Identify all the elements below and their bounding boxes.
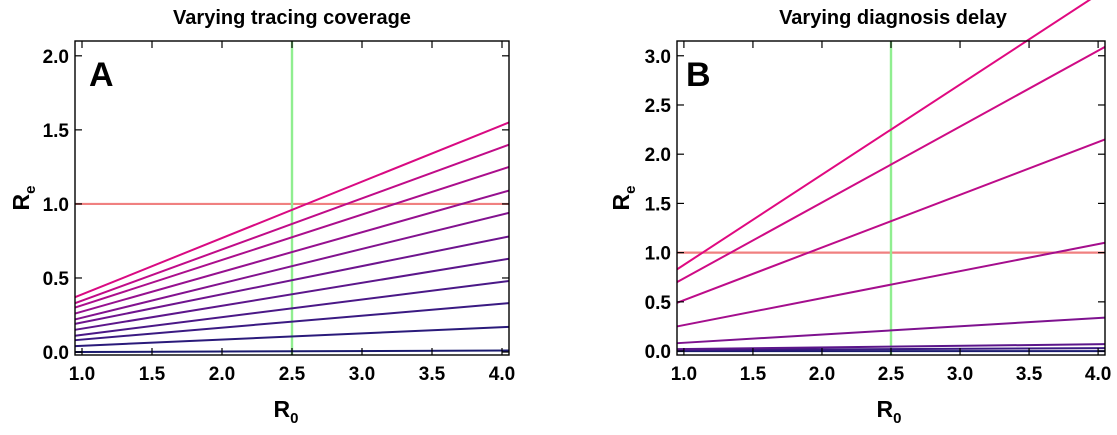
chart-title: Varying tracing coverage bbox=[173, 7, 411, 29]
chart-panel-a: Varying tracing coverage 1.0 1.5 2.0 2.5 3.0… bbox=[8, 7, 515, 427]
svg-text:R0: R0 bbox=[274, 396, 299, 427]
y-tick-label: 3.0 bbox=[645, 47, 671, 68]
x-tick-label: 3.5 bbox=[1016, 364, 1043, 385]
panel-label: A bbox=[89, 56, 114, 94]
x-tick-label: 3.5 bbox=[419, 364, 446, 385]
x-tick-label: 1.0 bbox=[69, 364, 95, 385]
y-axis-title: Re bbox=[608, 186, 639, 211]
series-line-6 bbox=[74, 235, 510, 325]
y-tick-label: 1.0 bbox=[645, 244, 671, 265]
y-tick-label: 1.0 bbox=[43, 195, 69, 216]
x-tick-label: 1.0 bbox=[671, 364, 697, 385]
y-tick-label: 2.0 bbox=[645, 145, 671, 166]
series-line-8 bbox=[74, 189, 510, 315]
x-axis-title: R0 bbox=[877, 396, 902, 427]
series-line-6 bbox=[676, 138, 1106, 304]
x-tick-label: 3.0 bbox=[349, 364, 375, 385]
y-tick-label: 0.0 bbox=[645, 342, 671, 363]
series-line-5 bbox=[74, 257, 510, 331]
x-tick-label: 1.5 bbox=[740, 364, 767, 385]
svg-text:Re: Re bbox=[608, 186, 639, 211]
x-tick-label: 1.5 bbox=[139, 364, 166, 385]
svg-text:R0: R0 bbox=[877, 396, 902, 427]
y-tick-label: 2.5 bbox=[645, 96, 672, 117]
y-tick-label: 1.5 bbox=[43, 121, 70, 142]
x-tick-label: 2.0 bbox=[809, 364, 835, 385]
x-tick-label: 2.0 bbox=[209, 364, 235, 385]
chart-title: Varying diagnosis delay bbox=[779, 7, 1008, 29]
series-line-4 bbox=[74, 279, 510, 337]
series-line-7 bbox=[676, 46, 1106, 284]
y-tick-label: 0.0 bbox=[43, 343, 69, 364]
series-line-3 bbox=[74, 302, 510, 342]
x-tick-label: 4.0 bbox=[489, 364, 515, 385]
y-tick-label: 2.0 bbox=[43, 47, 69, 68]
series-line-10 bbox=[74, 143, 510, 305]
y-tick-label: 0.5 bbox=[43, 269, 70, 290]
series-line-7 bbox=[74, 211, 510, 321]
y-tick-label: 1.5 bbox=[645, 194, 672, 215]
series-line-2 bbox=[74, 325, 510, 348]
panel-label: B bbox=[686, 56, 711, 94]
x-tick-label: 2.5 bbox=[878, 364, 905, 385]
series-line-5 bbox=[676, 241, 1106, 328]
x-tick-label: 2.5 bbox=[279, 364, 306, 385]
x-tick-label: 3.0 bbox=[947, 364, 973, 385]
series-line-3 bbox=[676, 343, 1106, 351]
x-tick-label: 4.0 bbox=[1085, 364, 1111, 385]
svg-text:Re: Re bbox=[8, 186, 39, 211]
series-line-4 bbox=[676, 316, 1106, 345]
y-tick-label: 0.5 bbox=[645, 293, 672, 314]
y-axis-title: Re bbox=[8, 186, 39, 211]
series-line-9 bbox=[74, 165, 510, 309]
chart-panel-b: Varying diagnosis delay 1.0 1.5 2.0 2.5 3.0 3… bbox=[608, 0, 1111, 427]
x-axis-title: R0 bbox=[274, 396, 299, 427]
series-line-8 bbox=[676, 0, 1092, 271]
series-line-11 bbox=[74, 121, 510, 299]
